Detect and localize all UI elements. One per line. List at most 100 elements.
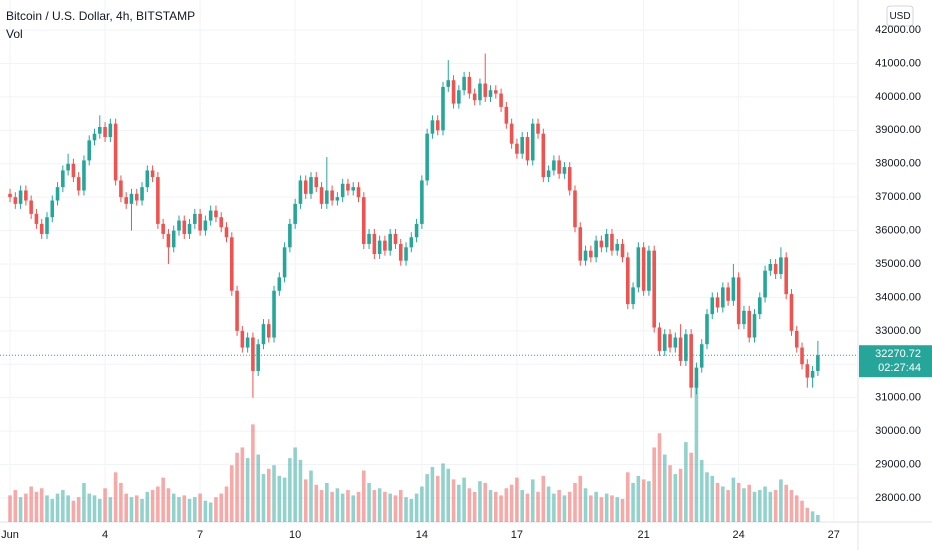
candle-body — [699, 344, 704, 368]
candle-body — [810, 370, 815, 378]
candle-body — [177, 220, 181, 231]
volume-bar — [742, 488, 746, 522]
candle-body — [504, 106, 509, 124]
volume-bar — [583, 488, 588, 522]
volume-bar — [129, 497, 134, 522]
candle-body — [520, 137, 524, 154]
candle-body — [715, 297, 720, 308]
volume-bar — [245, 458, 250, 522]
candle-layer — [0, 53, 858, 398]
volume-bar — [50, 498, 55, 522]
volume-bar — [784, 484, 788, 522]
candle-body — [467, 76, 472, 94]
candle-body — [752, 314, 757, 338]
candle-body — [13, 197, 18, 204]
candle-body — [383, 240, 387, 251]
candle-body — [76, 177, 81, 191]
currency-button[interactable] — [886, 5, 914, 27]
volume-bar — [499, 495, 503, 522]
volume-bar — [599, 497, 604, 522]
volume-bar — [55, 493, 60, 522]
candle-body — [678, 337, 683, 361]
volume-bar — [377, 488, 382, 522]
candle-body — [705, 314, 709, 345]
candle-body — [61, 170, 65, 188]
candle-body — [472, 93, 477, 101]
candle-body — [87, 140, 92, 161]
volume-bar — [325, 482, 329, 522]
candle-body — [372, 233, 377, 254]
volume-bar — [82, 482, 86, 522]
volume-bar — [536, 491, 540, 522]
volume-bar — [404, 497, 408, 522]
candle-body — [768, 264, 773, 271]
volume-bar — [794, 495, 799, 522]
volume-bar — [530, 479, 535, 522]
candle-body — [156, 177, 160, 224]
volume-bar — [657, 433, 662, 522]
candle-body — [303, 180, 308, 194]
volume-bar — [303, 479, 308, 522]
y-tick-label: 38000.00 — [875, 158, 921, 170]
candle-body — [140, 187, 144, 201]
candle-body — [430, 120, 435, 134]
candle-body — [604, 233, 609, 248]
volume-bar — [789, 490, 794, 522]
candle-body — [251, 337, 255, 371]
candle-body — [552, 160, 556, 171]
candle-body — [726, 287, 730, 301]
volume-bar — [314, 484, 319, 522]
volume-bar — [699, 459, 704, 522]
volume-bar — [161, 477, 165, 522]
candle-body — [8, 193, 12, 198]
volume-bar — [647, 481, 651, 522]
y-tick-label: 42000.00 — [875, 24, 921, 36]
candle-body — [736, 277, 741, 325]
candle-body — [530, 123, 535, 161]
volume-bar — [361, 470, 366, 522]
candle-body — [557, 160, 561, 174]
volume-bar — [425, 474, 429, 522]
candle-body — [277, 277, 282, 291]
y-tick-label: 40000.00 — [875, 91, 921, 103]
candle-body — [757, 297, 762, 315]
candle-body — [161, 223, 165, 234]
volume-bar — [177, 497, 181, 522]
volume-bar — [150, 490, 155, 522]
volume-bar — [18, 497, 23, 522]
candle-body — [266, 324, 271, 338]
volume-bar — [552, 493, 556, 522]
candle-body — [805, 364, 810, 378]
candle-body — [108, 123, 113, 138]
volume-bar — [620, 498, 625, 522]
volume-bar — [805, 507, 810, 522]
volume-bar — [731, 477, 736, 522]
candle-body — [298, 180, 303, 204]
last-price-label: 32270.72 — [875, 348, 921, 360]
volume-bar — [610, 495, 614, 522]
volume-bar — [488, 490, 493, 522]
candle-body — [488, 90, 493, 97]
candle-body — [50, 200, 55, 218]
volume-bar — [272, 465, 276, 522]
volume-bar — [757, 490, 762, 522]
volume-bar — [45, 495, 49, 522]
volume-bar — [604, 493, 609, 522]
volume-bar — [87, 493, 92, 522]
volume-bar — [810, 511, 815, 522]
candle-body — [721, 287, 725, 308]
volume-bar — [319, 490, 324, 522]
candle-body — [620, 243, 625, 258]
y-tick-label: 31000.00 — [875, 392, 921, 404]
candle-body — [794, 330, 799, 348]
volume-bar — [92, 495, 97, 522]
volume-bar — [816, 514, 820, 522]
volume-bar — [346, 490, 350, 522]
y-tick-label: 36000.00 — [875, 224, 921, 236]
candle-body — [773, 264, 778, 275]
candle-body — [24, 190, 28, 201]
candle-body — [398, 243, 403, 261]
candle-body — [689, 334, 693, 388]
volume-bar — [515, 477, 519, 522]
candle-body — [124, 197, 128, 204]
